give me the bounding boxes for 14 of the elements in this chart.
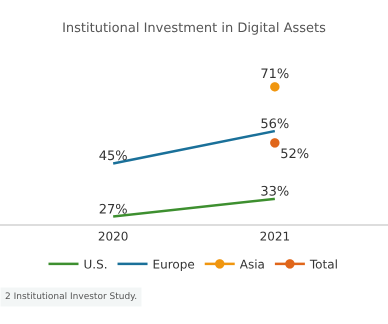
data-label: 71%	[260, 67, 290, 82]
text: 2 Institutional Investor Study.	[5, 292, 138, 302]
data-label: 56%	[260, 116, 290, 132]
data-label: 33%	[260, 184, 290, 200]
chart-title: Institutional Investment in Digital Assets	[62, 20, 326, 36]
x-tick-label: 2021	[260, 229, 290, 244]
data-label: 52%	[280, 146, 310, 162]
legend-label: Asia	[240, 258, 265, 272]
legend-label: Europe	[152, 258, 195, 272]
data-label: 45%	[98, 149, 128, 164]
legend-label: Total	[308, 258, 338, 272]
legend-label: U.S.	[84, 258, 108, 272]
data-label: 27%	[98, 202, 128, 218]
x-tick-label: 2020	[98, 229, 128, 244]
